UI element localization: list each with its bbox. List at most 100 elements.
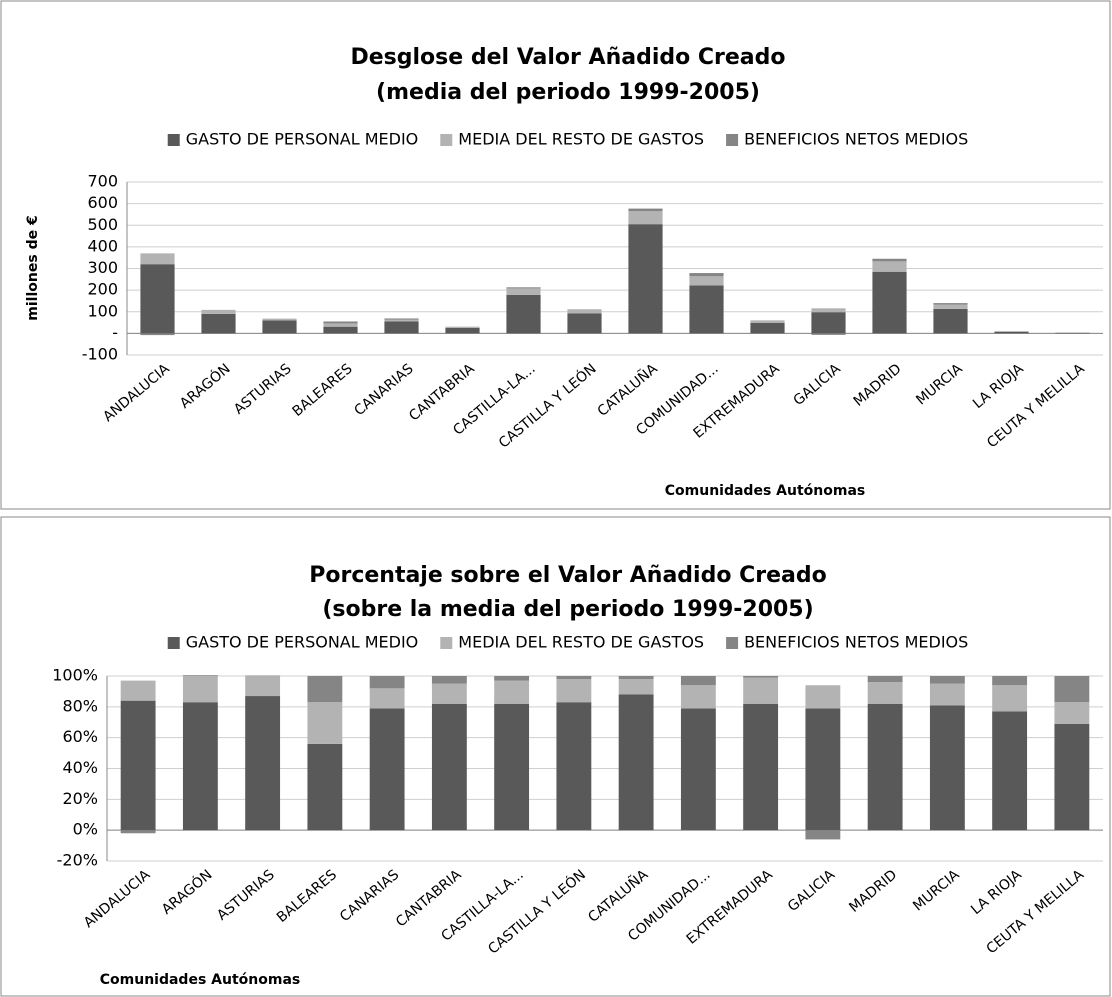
bar-segment: [445, 327, 480, 334]
legend-swatch: [167, 637, 180, 649]
x-tick-label: MADRID: [846, 867, 900, 916]
y-tick-label: 300: [87, 258, 118, 277]
bar-segment: [567, 313, 602, 334]
x-tick-label: ARAGÓN: [176, 359, 234, 412]
x-tick-label: GALICIA: [785, 867, 838, 915]
bar-segment: [805, 708, 841, 831]
bar-segment: [182, 676, 218, 703]
x-tick-label: CASTILLA Y LEÓN: [495, 359, 600, 451]
bar-segment: [323, 326, 358, 334]
bar-segment: [245, 676, 281, 697]
legend-swatch: [726, 637, 739, 649]
bar-segment: [618, 679, 654, 695]
bar-segment: [307, 702, 343, 744]
bar-segment: [140, 333, 175, 336]
bar-segment: [689, 276, 724, 286]
y-tick-label: -: [112, 323, 118, 342]
bar-segment: [933, 304, 968, 309]
chart-title: Porcentaje sobre el Valor Añadido Creado: [309, 563, 827, 588]
bar-segment: [1054, 723, 1090, 831]
bar-segment: [384, 321, 419, 334]
bar-segment: [811, 308, 846, 313]
y-tick-label: -100: [82, 345, 118, 364]
y-tick-label: 600: [87, 193, 118, 212]
bar-segment: [384, 318, 419, 320]
chart-frame: [0, 516, 1111, 997]
bar-segment: [431, 703, 467, 831]
bar-segment: [556, 679, 592, 703]
legend-swatch: [167, 134, 180, 146]
legend-label: BENEFICIOS NETOS MEDIOS: [744, 130, 968, 149]
bar-segment: [805, 685, 841, 709]
bar-segment: [811, 333, 846, 335]
chart-title: Desglose del Valor Añadido Creado: [350, 45, 785, 70]
chart-subtitle: (media del periodo 1999-2005): [376, 80, 760, 105]
x-tick-label: MURCIA: [913, 361, 966, 409]
bar-segment: [628, 224, 663, 334]
x-tick-label: CANARIAS: [337, 867, 402, 925]
bar-segment: [750, 322, 785, 334]
bar-segment: [323, 323, 358, 327]
bar-segment: [201, 313, 236, 334]
bar-segment: [933, 308, 968, 334]
bar-segment: [369, 676, 405, 689]
y-tick-label: 40%: [62, 758, 98, 777]
x-tick-label: ASTURIAS: [231, 361, 295, 418]
x-axis-label: Comunidades Autónomas: [100, 972, 300, 988]
bar-segment: [811, 312, 846, 334]
x-tick-label: ANDALUCIA: [81, 867, 154, 932]
bar-segment: [262, 320, 297, 334]
bar-segment: [120, 700, 156, 831]
x-tick-label: ARAGÓN: [158, 865, 216, 918]
bar-segment: [743, 676, 779, 678]
y-tick-label: -20%: [57, 851, 98, 870]
legend-label: BENEFICIOS NETOS MEDIOS: [744, 633, 968, 652]
bar-segment: [680, 685, 716, 709]
bar-segment: [494, 680, 530, 704]
bar-segment: [556, 676, 592, 680]
bar-segment: [628, 208, 663, 212]
bar-segment: [933, 303, 968, 305]
y-tick-label: 80%: [62, 696, 98, 715]
x-axis-label: Comunidades Autónomas: [665, 483, 865, 499]
x-tick-label: ASTURIAS: [214, 867, 278, 924]
bar-segment: [369, 708, 405, 831]
legend-swatch: [726, 134, 739, 146]
y-axis-label: millones de €: [25, 215, 41, 320]
bar-segment: [431, 683, 467, 704]
bar-segment: [743, 677, 779, 704]
bar-segment: [872, 261, 907, 272]
bar-segment: [494, 676, 530, 681]
y-tick-label: 500: [87, 215, 118, 234]
bar-segment: [618, 676, 654, 680]
y-tick-label: 20%: [62, 789, 98, 808]
bar-segment: [628, 211, 663, 225]
y-tick-label: 200: [87, 280, 118, 299]
legend-label: MEDIA DEL RESTO DE GASTOS: [458, 633, 704, 652]
bar-segment: [567, 309, 602, 314]
bar-segment: [805, 830, 841, 840]
legend-label: GASTO DE PERSONAL MEDIO: [186, 130, 419, 149]
bar-segment: [680, 708, 716, 831]
y-tick-label: 60%: [62, 727, 98, 746]
bar-segment: [867, 682, 903, 704]
bar-segment: [494, 703, 530, 831]
bar-segment: [872, 271, 907, 334]
x-tick-label: CATALUÑA: [585, 866, 652, 926]
bar-segment: [750, 320, 785, 323]
y-tick-label: 0%: [73, 820, 98, 839]
bar-segment: [618, 694, 654, 831]
bar-segment: [1054, 702, 1090, 724]
bar-segment: [867, 676, 903, 683]
bar-segment: [680, 676, 716, 686]
x-tick-label: LA RIOJA: [970, 361, 1027, 412]
bar-segment: [992, 685, 1028, 712]
x-tick-label: MADRID: [851, 361, 905, 410]
x-tick-label: ANDALUCIA: [100, 361, 173, 426]
bar-segment: [245, 696, 281, 831]
x-tick-label: MURCIA: [910, 867, 963, 915]
bar-segment: [506, 288, 541, 295]
legend-label: MEDIA DEL RESTO DE GASTOS: [458, 130, 704, 149]
bar-segment: [556, 702, 592, 831]
y-tick-label: 400: [87, 236, 118, 255]
